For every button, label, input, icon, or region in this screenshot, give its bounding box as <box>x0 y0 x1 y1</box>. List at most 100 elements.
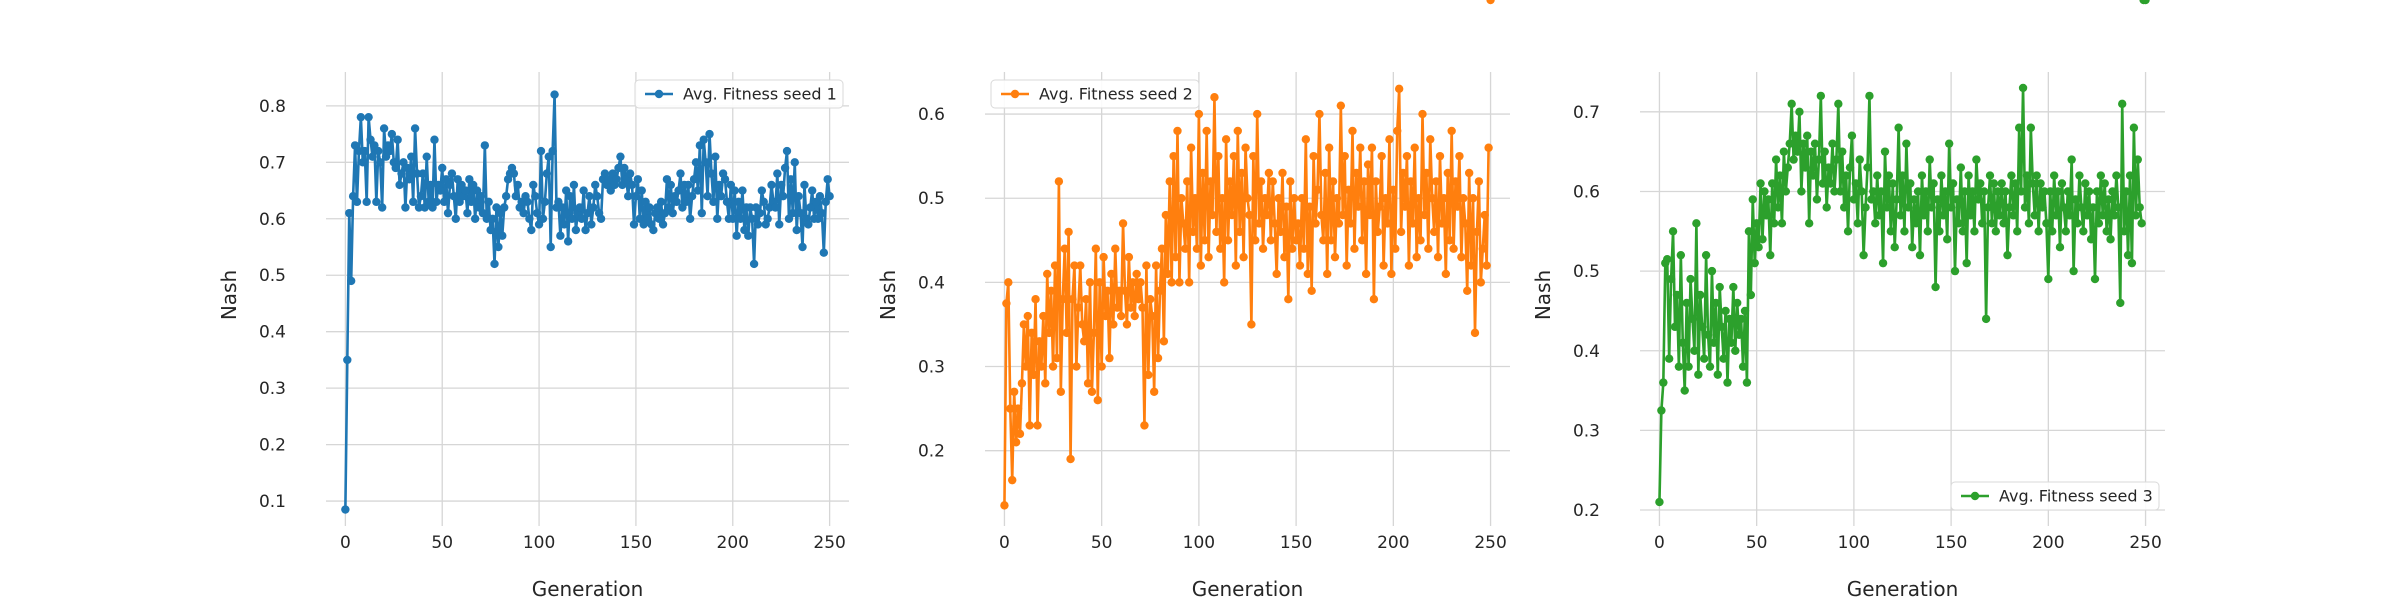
data-point <box>1396 227 1406 237</box>
data-point <box>532 208 542 218</box>
data-point <box>1723 378 1732 387</box>
data-point <box>1694 370 1703 379</box>
data-point <box>2001 187 2010 196</box>
data-point <box>2005 203 2014 212</box>
data-point <box>1268 177 1277 186</box>
data-point <box>1709 338 1719 347</box>
data-point <box>1701 250 1711 260</box>
data-point <box>1917 171 1927 180</box>
data-point <box>1791 131 1800 140</box>
data-point <box>527 225 536 235</box>
data-point <box>1937 171 1946 180</box>
data-point <box>2135 203 2144 212</box>
data-point <box>1260 194 1270 203</box>
data-point <box>422 152 431 161</box>
data-point <box>794 192 803 201</box>
data-point <box>1801 163 1810 172</box>
data-point <box>2024 219 2034 228</box>
data-point <box>689 175 699 184</box>
x-axis-title: Generation <box>532 577 644 600</box>
y-tick-label: 0.3 <box>918 358 945 378</box>
x-tick-label: 150 <box>620 533 652 553</box>
data-point <box>343 355 352 365</box>
data-point <box>1167 278 1176 287</box>
data-point <box>1919 211 1929 220</box>
data-point <box>1748 195 1757 204</box>
data-point <box>1126 303 1136 312</box>
data-point <box>1153 353 1163 363</box>
data-point <box>443 208 453 218</box>
data-point <box>1097 362 1106 371</box>
data-point <box>1149 387 1159 396</box>
data-point <box>2030 211 2039 220</box>
data-point <box>1151 261 1161 270</box>
data-point <box>2018 83 2028 93</box>
data-point <box>666 180 675 190</box>
data-point <box>1054 177 1064 186</box>
data-point <box>1865 91 1874 101</box>
data-point <box>1830 187 1839 196</box>
data-point <box>1968 187 1977 196</box>
data-point <box>511 192 521 201</box>
data-point <box>1803 131 1812 140</box>
data-point <box>2049 171 2059 180</box>
data-point <box>1925 155 1934 164</box>
data-point <box>819 248 829 257</box>
data-point <box>1056 387 1066 396</box>
data-point <box>1733 298 1742 308</box>
data-point <box>1461 219 1470 228</box>
y-axis-title: Nash <box>1531 270 1555 320</box>
data-point <box>1871 219 1880 228</box>
data-point <box>2102 227 2111 236</box>
data-point <box>1861 203 1870 212</box>
data-point <box>1424 244 1433 253</box>
data-point <box>376 158 385 167</box>
data-point <box>1029 370 1038 380</box>
data-point <box>445 180 455 190</box>
data-point <box>1128 278 1137 287</box>
data-point <box>2067 155 2076 164</box>
data-point <box>1466 261 1476 270</box>
data-point <box>405 175 414 184</box>
data-point <box>2011 179 2020 188</box>
data-point <box>1087 387 1097 396</box>
series-line <box>1658 86 2143 503</box>
data-point <box>1853 219 1862 228</box>
data-point <box>685 214 695 223</box>
data-point <box>1136 278 1145 287</box>
data-point <box>1966 211 1975 220</box>
data-point <box>780 163 790 173</box>
data-point <box>1200 236 1209 245</box>
data-point <box>1208 210 1217 220</box>
data-point <box>658 220 668 229</box>
data-point <box>1944 139 1954 148</box>
data-point <box>1035 337 1044 346</box>
data-point <box>1978 219 1987 228</box>
data-point <box>1076 261 1085 270</box>
data-point <box>1699 354 1709 363</box>
data-point <box>1048 362 1058 371</box>
data-point <box>379 124 389 133</box>
data-point <box>1845 163 1855 172</box>
data-point <box>1929 179 1938 188</box>
data-point <box>354 146 364 156</box>
data-point <box>1414 194 1423 203</box>
data-point <box>2003 250 2012 260</box>
data-point <box>1307 286 1316 295</box>
data-point <box>1198 168 1207 178</box>
data-point <box>728 214 737 223</box>
data-point <box>1101 311 1110 321</box>
data-point <box>1229 151 1239 161</box>
data-point <box>1009 387 1019 396</box>
data-point <box>796 208 805 218</box>
data-point <box>1122 320 1132 329</box>
data-point <box>1682 298 1691 308</box>
data-point <box>486 225 495 235</box>
data-point <box>426 180 435 190</box>
y-tick-label: 0.6 <box>259 210 286 230</box>
data-point <box>1130 311 1139 321</box>
data-point <box>672 197 681 207</box>
data-point <box>2086 235 2096 244</box>
data-point <box>1299 244 1309 253</box>
data-point <box>1323 269 1332 279</box>
